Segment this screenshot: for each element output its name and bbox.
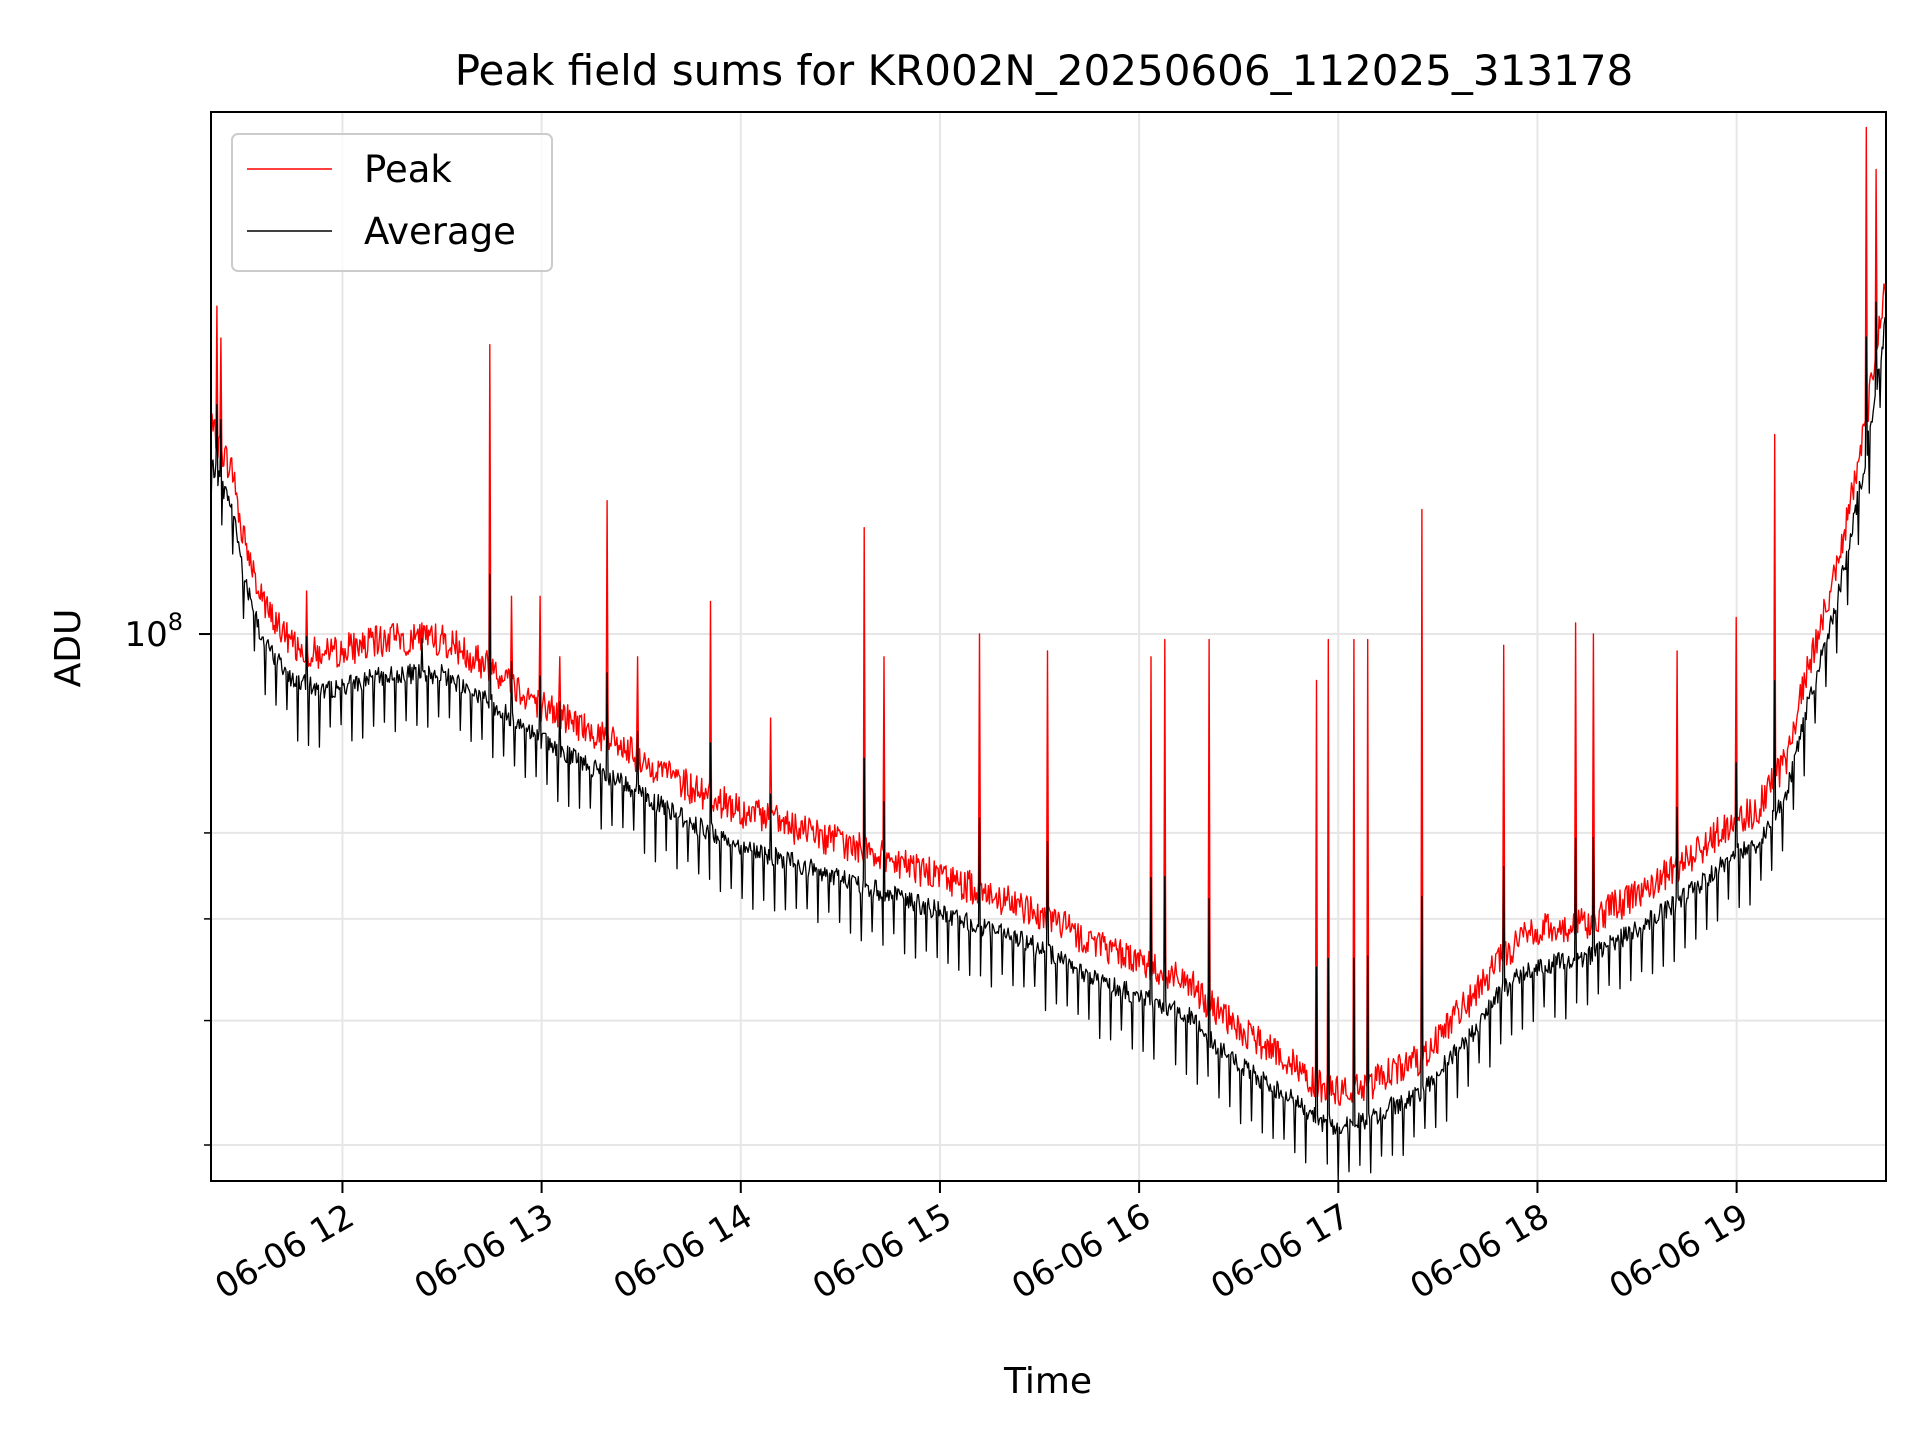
series-line-average bbox=[211, 301, 1886, 1181]
legend-label-peak: Peak bbox=[364, 148, 452, 191]
plot-frame bbox=[210, 111, 1887, 1182]
legend-label-average: Average bbox=[364, 210, 516, 253]
x-axis-label: Time bbox=[1003, 1361, 1092, 1402]
series-layer bbox=[211, 126, 1886, 1181]
y-axis-label: ADU bbox=[48, 609, 89, 688]
legend: Peak Average bbox=[231, 133, 553, 272]
chart-title: Peak field sums for KR002N_20250606_1120… bbox=[455, 46, 1634, 95]
